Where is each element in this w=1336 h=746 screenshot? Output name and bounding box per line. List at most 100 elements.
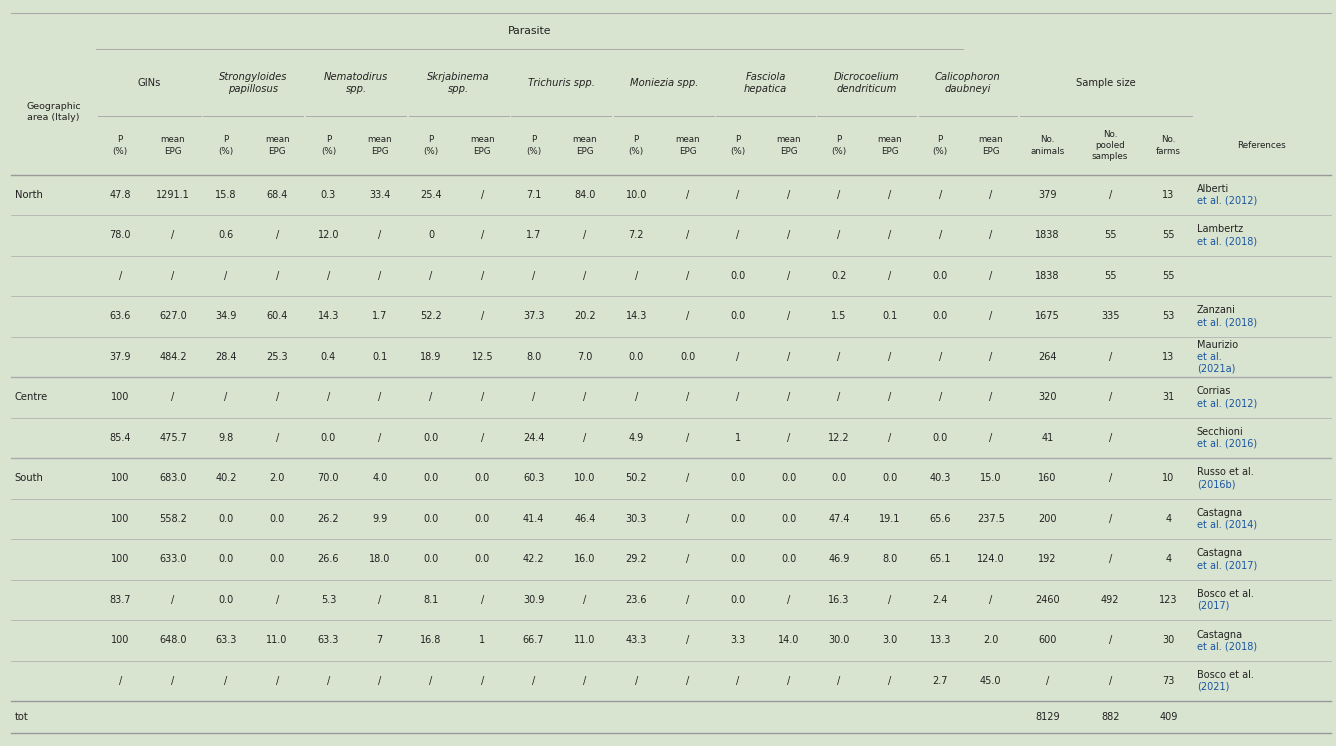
Text: /: / <box>584 676 587 686</box>
Text: 0.3: 0.3 <box>321 189 337 200</box>
Text: /: / <box>787 392 790 402</box>
Text: Castagna: Castagna <box>1197 630 1242 639</box>
Text: /: / <box>584 433 587 443</box>
Text: (2016b): (2016b) <box>1197 480 1236 489</box>
Text: 335: 335 <box>1101 311 1120 322</box>
Text: 0.1: 0.1 <box>373 352 387 362</box>
Text: P
(%): P (%) <box>321 136 337 155</box>
Text: Strongyloides
papillosus: Strongyloides papillosus <box>219 72 287 94</box>
Text: 14.3: 14.3 <box>318 311 339 322</box>
Text: /: / <box>888 433 891 443</box>
Text: 0.0: 0.0 <box>424 554 438 565</box>
Text: Centre: Centre <box>15 392 48 402</box>
Text: 63.3: 63.3 <box>215 636 236 645</box>
Text: /: / <box>787 595 790 605</box>
Text: 492: 492 <box>1101 595 1120 605</box>
Text: 0.0: 0.0 <box>474 474 490 483</box>
Text: mean
EPG: mean EPG <box>470 136 494 155</box>
Text: 42.2: 42.2 <box>522 554 545 565</box>
Text: 0.0: 0.0 <box>933 433 947 443</box>
Text: 237.5: 237.5 <box>977 514 1005 524</box>
Text: Moniezia spp.: Moniezia spp. <box>629 78 697 88</box>
Text: 0.0: 0.0 <box>782 474 796 483</box>
Text: 55: 55 <box>1162 231 1174 240</box>
Text: 24.4: 24.4 <box>522 433 544 443</box>
Text: /: / <box>635 392 637 402</box>
Text: /: / <box>378 231 381 240</box>
Text: 65.6: 65.6 <box>930 514 951 524</box>
Text: 1675: 1675 <box>1035 311 1059 322</box>
Text: 12.0: 12.0 <box>318 231 339 240</box>
Text: 23.6: 23.6 <box>625 595 647 605</box>
Text: /: / <box>787 311 790 322</box>
Text: 10: 10 <box>1162 474 1174 483</box>
Text: /: / <box>685 311 689 322</box>
Text: 18.0: 18.0 <box>369 554 390 565</box>
Text: /: / <box>327 271 330 280</box>
Text: mean
EPG: mean EPG <box>776 136 800 155</box>
Text: Dicrocoelium
dendriticum: Dicrocoelium dendriticum <box>834 72 899 94</box>
Text: 65.1: 65.1 <box>930 554 951 565</box>
Text: /: / <box>939 189 942 200</box>
Text: 9.8: 9.8 <box>218 433 234 443</box>
Text: 409: 409 <box>1160 712 1177 722</box>
Text: 0.0: 0.0 <box>424 474 438 483</box>
Text: /: / <box>171 271 175 280</box>
Text: 40.3: 40.3 <box>930 474 951 483</box>
Text: tot: tot <box>15 712 28 722</box>
Text: Nematodirus
spp.: Nematodirus spp. <box>323 72 389 94</box>
Text: Bosco et al.: Bosco et al. <box>1197 589 1253 599</box>
Text: /: / <box>481 189 484 200</box>
Text: /: / <box>1046 676 1049 686</box>
Text: 47.4: 47.4 <box>828 514 850 524</box>
Text: mean
EPG: mean EPG <box>367 136 391 155</box>
Text: 320: 320 <box>1038 392 1057 402</box>
Text: /: / <box>119 271 122 280</box>
Text: 160: 160 <box>1038 474 1057 483</box>
Text: /: / <box>787 231 790 240</box>
Text: 46.9: 46.9 <box>828 554 850 565</box>
Text: 0.0: 0.0 <box>731 554 745 565</box>
Text: 0.0: 0.0 <box>474 514 490 524</box>
Text: 1: 1 <box>480 636 485 645</box>
Text: Geographic
area (Italy): Geographic area (Italy) <box>27 102 81 122</box>
Text: 55: 55 <box>1104 231 1117 240</box>
Text: et al. (2014): et al. (2014) <box>1197 520 1257 530</box>
Text: 30.9: 30.9 <box>522 595 544 605</box>
Text: 0: 0 <box>428 231 434 240</box>
Text: /: / <box>787 676 790 686</box>
Text: 0.0: 0.0 <box>218 554 234 565</box>
Text: /: / <box>838 676 840 686</box>
Text: 100: 100 <box>111 514 130 524</box>
Text: 1: 1 <box>735 433 741 443</box>
Text: /: / <box>378 676 381 686</box>
Text: (2021): (2021) <box>1197 682 1229 692</box>
Text: 683.0: 683.0 <box>159 474 187 483</box>
Text: /: / <box>532 271 536 280</box>
Text: /: / <box>1109 433 1112 443</box>
Text: 31: 31 <box>1162 392 1174 402</box>
Text: 7.0: 7.0 <box>577 352 593 362</box>
Text: 12.2: 12.2 <box>828 433 850 443</box>
Text: /: / <box>989 595 993 605</box>
Text: 8129: 8129 <box>1035 712 1059 722</box>
Text: et al. (2012): et al. (2012) <box>1197 398 1257 408</box>
Text: 124.0: 124.0 <box>977 554 1005 565</box>
Text: /: / <box>1109 514 1112 524</box>
Text: /: / <box>989 352 993 362</box>
Text: /: / <box>635 676 637 686</box>
Text: et al. (2018): et al. (2018) <box>1197 317 1257 327</box>
Text: 1.7: 1.7 <box>526 231 541 240</box>
Text: /: / <box>1109 554 1112 565</box>
Text: 16.3: 16.3 <box>828 595 850 605</box>
Text: 12.5: 12.5 <box>472 352 493 362</box>
Text: 264: 264 <box>1038 352 1057 362</box>
Text: et al.: et al. <box>1197 352 1221 362</box>
Text: /: / <box>481 595 484 605</box>
Text: /: / <box>888 392 891 402</box>
Text: /: / <box>685 231 689 240</box>
Text: 7.1: 7.1 <box>526 189 541 200</box>
Text: /: / <box>275 595 279 605</box>
Text: /: / <box>736 676 740 686</box>
Text: 13: 13 <box>1162 352 1174 362</box>
